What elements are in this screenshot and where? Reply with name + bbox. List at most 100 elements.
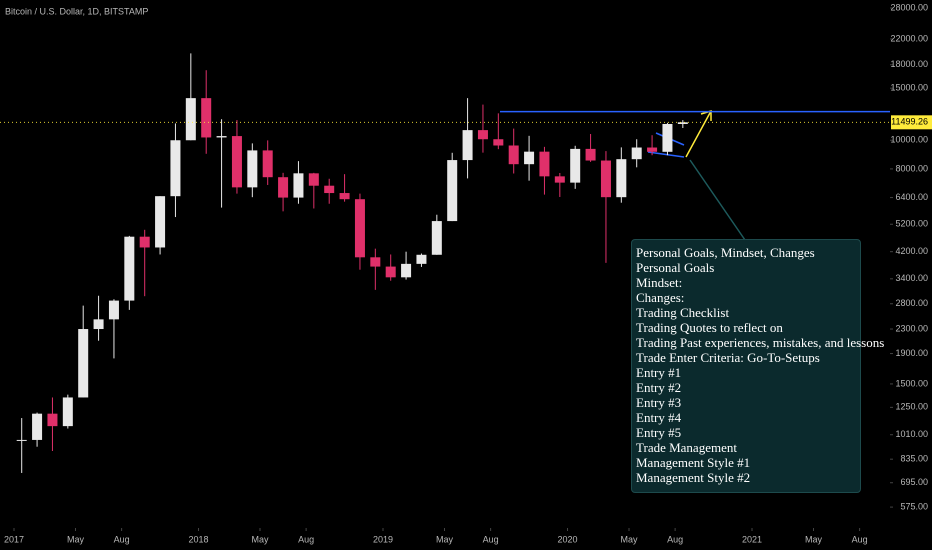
candle-body <box>431 221 442 255</box>
note-line: Trading Quotes to reflect on <box>636 320 783 335</box>
candle-body <box>339 193 350 200</box>
candle-body <box>293 173 304 198</box>
x-tick-label: Aug <box>852 534 868 544</box>
x-tick-label: Aug <box>298 534 314 544</box>
candle-body <box>616 159 627 198</box>
wedge-line <box>647 151 685 158</box>
y-tick-label: 18000.00 <box>890 59 928 69</box>
note-line: Entry #1 <box>636 365 682 380</box>
x-tick-label: Aug <box>667 534 683 544</box>
x-tick-label: 2018 <box>188 534 208 544</box>
x-tick-label: 2020 <box>557 534 577 544</box>
y-tick-label: 2300.00 <box>895 323 928 333</box>
candle-body <box>47 413 58 427</box>
x-tick-label: May <box>251 534 269 544</box>
x-tick-label: Aug <box>483 534 499 544</box>
y-tick-label: 8000.00 <box>895 163 928 173</box>
x-tick-label: May <box>805 534 823 544</box>
candle-body <box>539 151 550 177</box>
y-tick-label: 835.00 <box>900 454 928 464</box>
x-tick-label: May <box>67 534 85 544</box>
y-tick-label: 575.00 <box>900 501 928 511</box>
note-line: Entry #4 <box>636 410 682 425</box>
candle-body <box>16 439 27 441</box>
note-line: Management Style #2 <box>636 470 751 485</box>
y-tick-label: 6400.00 <box>895 192 928 202</box>
candle-body <box>278 177 289 198</box>
y-tick-label: 1010.00 <box>895 429 928 439</box>
x-tick-label: 2021 <box>742 534 762 544</box>
projection-arrow <box>685 110 712 158</box>
candle-body <box>401 263 412 278</box>
note-line: Entry #5 <box>636 425 682 440</box>
y-tick-label: 15000.00 <box>890 83 928 93</box>
note-pointer <box>689 159 746 241</box>
note-line: Trade Management <box>636 440 737 455</box>
candle-body <box>600 160 611 198</box>
y-tick-label: 1250.00 <box>895 402 928 412</box>
note-line: Management Style #1 <box>636 455 751 470</box>
note-line: Personal Goals, Mindset, Changes <box>636 245 815 260</box>
x-tick-label: May <box>620 534 638 544</box>
note-line: Entry #2 <box>636 380 682 395</box>
y-tick-label: 1900.00 <box>895 348 928 358</box>
x-tick-label: Aug <box>114 534 130 544</box>
candle-body <box>262 150 273 178</box>
last-price-label: 11499.26 <box>891 117 928 127</box>
candle-body <box>108 300 119 320</box>
candle-body <box>170 140 181 197</box>
candle-body <box>662 123 673 152</box>
candle-body <box>308 173 319 186</box>
y-tick-label: 4200.00 <box>895 246 928 256</box>
candle-body <box>124 236 135 301</box>
x-tick-label: 2017 <box>4 534 24 544</box>
y-tick-label: 22000.00 <box>890 33 928 43</box>
note-line: Entry #3 <box>636 395 682 410</box>
candle-body <box>324 185 335 194</box>
candle-body <box>477 130 488 140</box>
note-line: Changes: <box>636 290 685 305</box>
candle-body <box>216 136 227 138</box>
candle-body <box>370 257 381 267</box>
y-tick-label: 28000.00 <box>890 2 928 12</box>
candle-body <box>354 199 365 258</box>
y-tick-label: 3400.00 <box>895 273 928 283</box>
candle-body <box>139 236 150 248</box>
candle-body <box>585 148 596 161</box>
candle-body <box>524 151 535 165</box>
candle-body <box>554 176 565 183</box>
candle-body <box>385 266 396 278</box>
note-box: Personal Goals, Mindset, Changes Personal… <box>631 239 885 493</box>
candle-body <box>493 139 504 146</box>
candle-body <box>231 136 242 188</box>
candle-body <box>462 130 473 161</box>
candle-body <box>62 397 73 427</box>
candle-body <box>416 254 427 264</box>
candle-body <box>447 160 458 222</box>
candle-body <box>32 413 43 440</box>
candle-body <box>508 145 519 165</box>
note-line: Trading Checklist <box>636 305 730 320</box>
candle-body <box>647 147 658 152</box>
candle-body <box>201 98 212 138</box>
y-tick-label: 695.00 <box>900 477 928 487</box>
candle-body <box>677 122 688 124</box>
candle-body <box>570 148 581 183</box>
note-line: Trade Enter Criteria: Go-To-Setups <box>636 350 820 365</box>
candle-body <box>247 150 258 188</box>
candle-body <box>631 147 642 160</box>
note-line: Personal Goals <box>636 260 715 275</box>
candle-body <box>155 196 166 248</box>
candle-body <box>78 329 89 398</box>
candle-body <box>93 319 104 330</box>
x-tick-label: May <box>436 534 454 544</box>
x-tick-label: 2019 <box>373 534 393 544</box>
y-tick-label: 5200.00 <box>895 219 928 229</box>
candle-body <box>185 98 196 141</box>
chart-title: Bitcoin / U.S. Dollar, 1D, BITSTAMP <box>5 6 148 16</box>
note-line: Trading Past experiences, mistakes, and … <box>636 335 885 350</box>
note-line: Mindset: <box>636 275 683 290</box>
y-tick-label: 1500.00 <box>895 378 928 388</box>
